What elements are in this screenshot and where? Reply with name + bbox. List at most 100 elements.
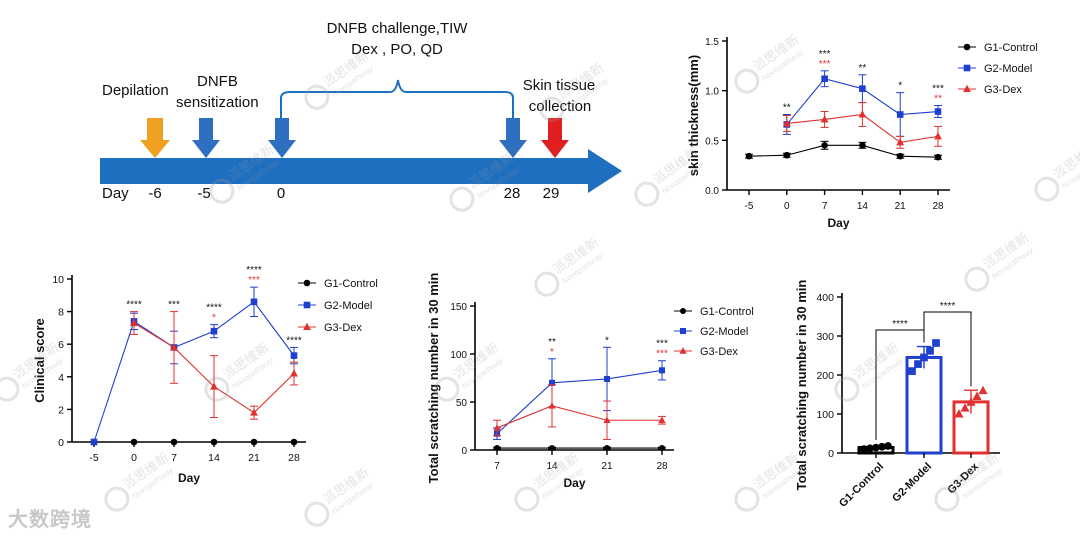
- significance-model: ****: [206, 303, 222, 314]
- data-point-g2-model: [90, 438, 98, 446]
- challenge-end-arrow-icon: [499, 118, 527, 158]
- significance-model: *: [898, 81, 902, 92]
- significance-model: ***: [656, 339, 668, 350]
- individual-point: [884, 442, 892, 450]
- x-tick-label: 0: [131, 452, 137, 464]
- x-axis-label: Day: [563, 476, 585, 490]
- watermark-logo-icon: [304, 501, 330, 527]
- timeline-day-tick: -5: [197, 185, 210, 202]
- legend-label: G2-Model: [700, 326, 748, 338]
- legend-label: G1-Control: [700, 306, 754, 318]
- y-axis-label: Clinical score: [32, 318, 47, 403]
- watermark-logo-icon: [1034, 176, 1060, 202]
- x-axis-label: Day: [178, 471, 200, 485]
- challenge-label-2: Dex , PO, QD: [351, 41, 443, 58]
- dnfb-label-2: sensitization: [176, 94, 259, 111]
- y-tick-label: 0.0: [705, 186, 719, 197]
- y-tick-label: 150: [450, 302, 467, 313]
- data-point-g3-dex: [820, 115, 829, 123]
- y-tick-label: 50: [456, 398, 468, 409]
- experiment-timeline: Day -6 -5 0 28 29 Depilation DNFB sensit…: [100, 20, 622, 202]
- timeline-day-tick: 28: [504, 185, 521, 202]
- data-point-g3-dex: [250, 408, 258, 416]
- individual-point: [872, 443, 880, 452]
- data-point-g1-control: [290, 438, 298, 446]
- depilation-label: Depilation: [102, 82, 169, 99]
- significance-dex: ***: [248, 275, 260, 286]
- data-point-g3-dex: [934, 132, 942, 140]
- data-point-g2-model: [548, 379, 556, 386]
- y-tick-label: 2: [58, 404, 64, 416]
- significance-model: ***: [819, 49, 831, 60]
- collection-arrow-icon: [541, 118, 569, 158]
- timeline-day-tick: -6: [148, 185, 161, 202]
- x-tick-label: 21: [248, 452, 260, 464]
- watermark-logo-icon: [204, 376, 230, 402]
- y-tick-label: 200: [816, 370, 834, 382]
- x-tick-label: 21: [895, 201, 907, 212]
- data-point-g1-control: [783, 151, 791, 159]
- data-point-g1-control: [130, 438, 138, 446]
- data-point-g3-dex: [170, 343, 178, 351]
- skin-collection-label-1: Skin tissue: [523, 77, 596, 94]
- data-point-g1-control: [658, 445, 666, 452]
- challenge-start-arrow-icon: [268, 118, 296, 158]
- individual-point: [932, 339, 940, 347]
- timeline-arrow: [100, 149, 622, 193]
- y-tick-label: 400: [816, 292, 834, 304]
- watermark-logo-icon: [104, 486, 130, 512]
- depilation-arrow-icon: [140, 118, 170, 158]
- data-point-g3-dex: [130, 318, 138, 327]
- watermark-logo-icon: [734, 486, 760, 512]
- significance-model: **: [548, 337, 556, 348]
- legend-label: G2-Model: [324, 300, 372, 312]
- y-tick-label: 0: [461, 446, 467, 457]
- skin-thickness-chart: 0.0 0.5 1.0 1.5 -5 0 7 14 21 28 Day skin thickness(…: [686, 37, 1038, 230]
- timeline-day-tick: 0: [277, 185, 285, 202]
- data-point-g1-control: [493, 445, 501, 452]
- individual-point: [926, 346, 934, 355]
- scratching-line-chart: 0 50 100 150 7 14 21 28 Day Total scratching numb…: [426, 273, 754, 490]
- significance-model: **: [783, 103, 791, 114]
- clinical-score-chart: 0 2 4 6 8 10 -5 0 7 14 21 28 Day Clinical score G1-Con…: [32, 265, 378, 485]
- y-tick-label: 0: [58, 437, 64, 449]
- x-tick-label: 7: [494, 461, 500, 472]
- x-tick-label: 28: [932, 201, 944, 212]
- dnfb-label-1: DNFB: [197, 73, 238, 90]
- legend-label: G1-Control: [324, 278, 378, 290]
- individual-point: [954, 409, 964, 418]
- data-point-g1-control: [603, 445, 611, 452]
- significance-model: *: [605, 335, 609, 346]
- individual-point: [908, 367, 916, 375]
- watermark-logo-icon: [734, 68, 760, 94]
- significance-dex: *: [212, 313, 216, 324]
- significance-dex: *: [550, 347, 554, 358]
- watermark-logo-icon: [514, 486, 540, 512]
- x-tick-label: -5: [745, 201, 754, 212]
- individual-point: [866, 444, 874, 453]
- data-point-g1-control: [896, 152, 904, 160]
- challenge-bracket: [280, 79, 514, 118]
- significance-model: **: [859, 63, 867, 74]
- legend-label: G3-Dex: [984, 84, 1022, 96]
- legend-label: G2-Model: [984, 63, 1032, 75]
- watermark-logo-icon: [434, 376, 460, 402]
- watermark-logo-icon: [209, 178, 235, 204]
- x-tick-label: 14: [857, 201, 869, 212]
- x-tick-label: 14: [208, 452, 220, 464]
- legend-marker: [679, 347, 687, 354]
- x-tick-label: 21: [601, 461, 613, 472]
- data-point-g1-control: [170, 438, 178, 446]
- watermark-logo-icon: [634, 181, 660, 207]
- skin-collection-label-2: collection: [529, 98, 592, 115]
- legend-marker: [303, 279, 311, 287]
- data-point-g2-model: [290, 352, 298, 359]
- watermark-logo-icon: [0, 376, 20, 402]
- data-point-g1-control: [821, 142, 828, 149]
- data-point-g2-model: [934, 108, 942, 115]
- watermark-logo-icon: [534, 271, 560, 297]
